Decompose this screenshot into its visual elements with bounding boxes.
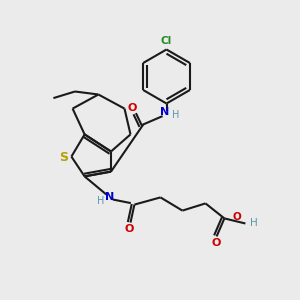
Text: H: H <box>172 110 179 120</box>
Text: O: O <box>211 238 221 248</box>
Text: O: O <box>128 103 137 113</box>
Text: S: S <box>59 151 68 164</box>
Text: N: N <box>105 191 114 202</box>
Text: H: H <box>97 196 104 206</box>
Text: H: H <box>250 218 258 228</box>
Text: O: O <box>124 224 134 234</box>
Text: N: N <box>160 107 169 117</box>
Text: Cl: Cl <box>161 36 172 46</box>
Text: O: O <box>233 212 242 222</box>
